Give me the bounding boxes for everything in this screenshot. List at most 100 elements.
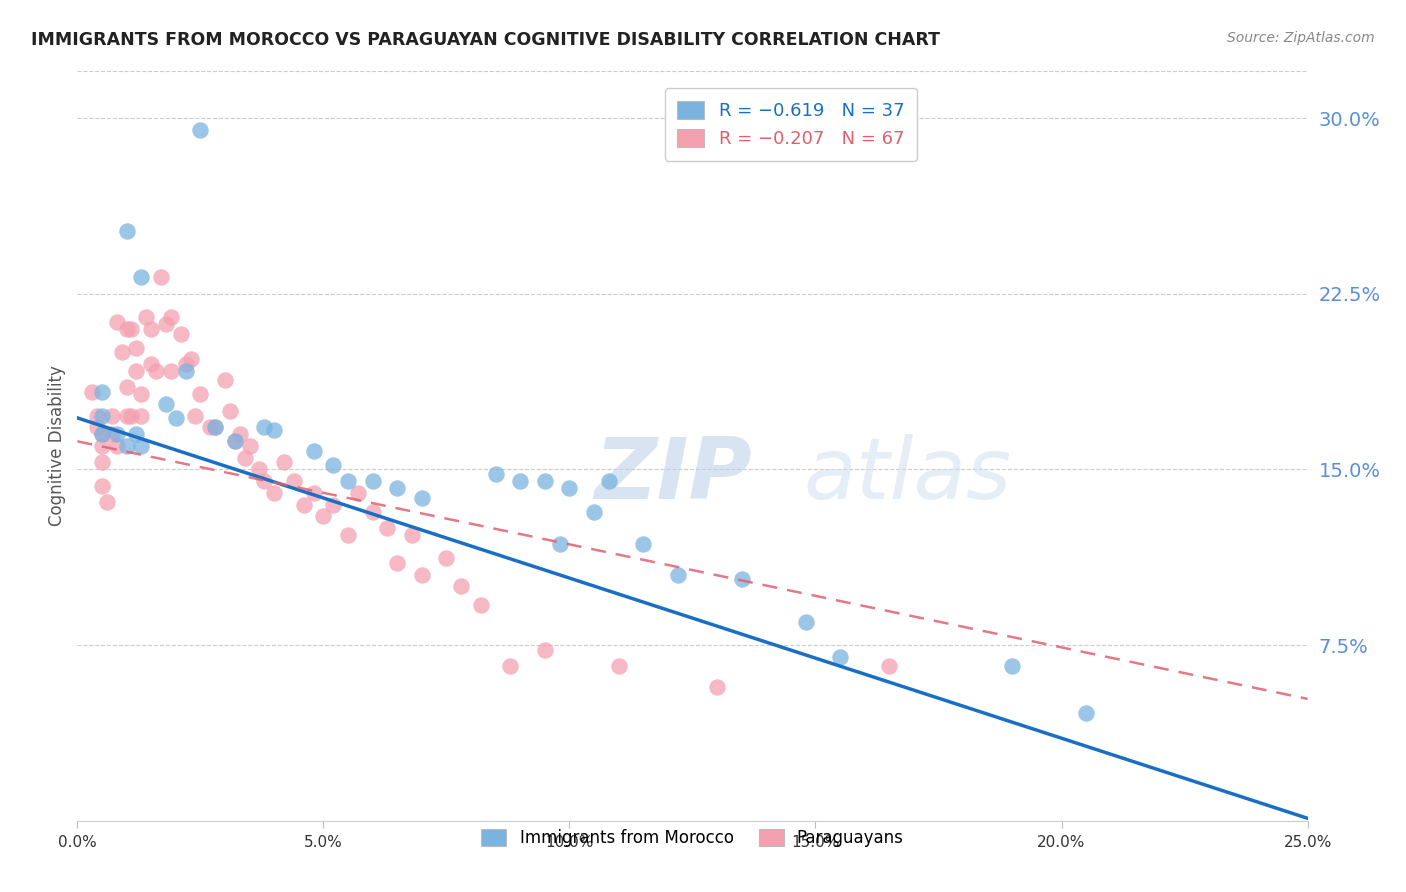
Y-axis label: Cognitive Disability: Cognitive Disability <box>48 366 66 526</box>
Point <box>101 427 124 442</box>
Point <box>794 615 817 629</box>
Point <box>125 341 148 355</box>
Point <box>121 322 143 336</box>
Text: Source: ZipAtlas.com: Source: ZipAtlas.com <box>1227 31 1375 45</box>
Point <box>125 364 148 378</box>
Point <box>347 485 370 500</box>
Point <box>509 474 531 488</box>
Point <box>312 509 335 524</box>
Point <box>337 528 360 542</box>
Point <box>607 659 630 673</box>
Point <box>385 556 409 570</box>
Point <box>135 310 157 325</box>
Point <box>141 322 163 336</box>
Point <box>534 474 557 488</box>
Point <box>115 223 138 237</box>
Point <box>411 567 433 582</box>
Point <box>188 387 212 401</box>
Point <box>150 270 173 285</box>
Point <box>450 580 472 594</box>
Point <box>115 380 138 394</box>
Point <box>174 364 197 378</box>
Point <box>165 411 187 425</box>
Point <box>731 573 754 587</box>
Point <box>170 326 193 341</box>
Point <box>666 567 689 582</box>
Point <box>377 521 399 535</box>
Point <box>499 659 522 673</box>
Point <box>155 397 177 411</box>
Point <box>302 485 325 500</box>
Point <box>830 649 852 664</box>
Point <box>90 455 114 469</box>
Point <box>583 505 606 519</box>
Point <box>548 537 571 551</box>
Point <box>86 409 108 423</box>
Point <box>141 357 163 371</box>
Point <box>115 409 138 423</box>
Point <box>105 439 128 453</box>
Text: atlas: atlas <box>803 434 1011 517</box>
Point <box>101 409 124 423</box>
Point <box>86 420 108 434</box>
Point <box>82 385 104 400</box>
Point <box>228 427 252 442</box>
Point <box>633 537 655 551</box>
Legend: Immigrants from Morocco, Paraguayans: Immigrants from Morocco, Paraguayans <box>474 822 911 854</box>
Point <box>706 680 728 694</box>
Point <box>263 423 285 437</box>
Point <box>239 439 262 453</box>
Point <box>233 450 256 465</box>
Point <box>155 318 177 332</box>
Point <box>115 439 138 453</box>
Point <box>204 420 226 434</box>
Point <box>125 427 148 442</box>
Point <box>322 458 344 472</box>
Point <box>879 659 901 673</box>
Point <box>200 420 222 434</box>
Point <box>337 474 360 488</box>
Point <box>219 404 242 418</box>
Point <box>90 439 114 453</box>
Point <box>129 270 153 285</box>
Point <box>204 420 226 434</box>
Point <box>121 409 143 423</box>
Point <box>90 479 114 493</box>
Point <box>90 385 114 400</box>
Point <box>249 462 271 476</box>
Point <box>105 315 128 329</box>
Point <box>1076 706 1098 720</box>
Point <box>160 364 183 378</box>
Point <box>263 485 285 500</box>
Point <box>129 409 153 423</box>
Point <box>302 443 325 458</box>
Point <box>188 123 212 137</box>
Point <box>224 434 246 449</box>
Point <box>470 599 492 613</box>
Point <box>253 420 276 434</box>
Point <box>485 467 508 482</box>
Point <box>558 481 581 495</box>
Point <box>129 387 153 401</box>
Point <box>111 345 132 359</box>
Point <box>90 427 114 442</box>
Text: IMMIGRANTS FROM MOROCCO VS PARAGUAYAN COGNITIVE DISABILITY CORRELATION CHART: IMMIGRANTS FROM MOROCCO VS PARAGUAYAN CO… <box>31 31 941 49</box>
Point <box>105 427 128 442</box>
Point <box>184 409 207 423</box>
Point <box>180 352 202 367</box>
Point <box>598 474 620 488</box>
Point <box>96 495 118 509</box>
Point <box>145 364 167 378</box>
Point <box>129 439 153 453</box>
Point <box>534 642 557 657</box>
Point <box>214 374 236 388</box>
Point <box>90 427 114 442</box>
Point <box>90 409 114 423</box>
Point <box>411 491 433 505</box>
Point <box>273 455 295 469</box>
Point <box>174 357 197 371</box>
Point <box>361 474 384 488</box>
Point <box>283 474 305 488</box>
Point <box>385 481 409 495</box>
Text: ZIP: ZIP <box>595 434 752 517</box>
